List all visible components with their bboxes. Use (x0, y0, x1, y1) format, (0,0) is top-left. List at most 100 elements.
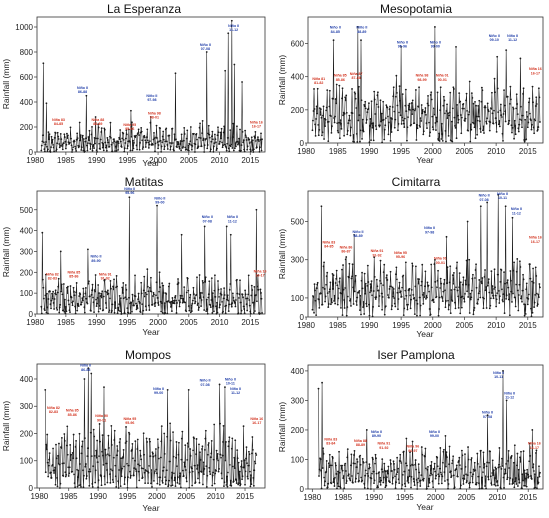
data-point (343, 299, 346, 301)
data-point (114, 475, 117, 478)
data-point (165, 479, 168, 482)
data-point (475, 115, 478, 118)
data-point (239, 301, 242, 304)
data-point (421, 293, 424, 296)
data-point (137, 298, 139, 301)
data-point (443, 99, 446, 102)
data-point (200, 471, 203, 473)
chart-title: Cimitarra (392, 175, 441, 189)
data-point (342, 475, 345, 477)
data-point (445, 110, 448, 112)
data-point (140, 292, 143, 295)
data-point (323, 138, 325, 140)
data-point (339, 119, 342, 122)
annotation-line: Niño II (397, 41, 408, 45)
annotation-line: Niña 16 (254, 269, 267, 273)
data-point (438, 132, 441, 135)
data-point (319, 292, 322, 295)
data-point (193, 437, 195, 440)
data-point (405, 437, 408, 440)
data-point (406, 139, 408, 142)
data-point (196, 138, 198, 141)
data-point (488, 461, 491, 464)
data-point (437, 482, 440, 485)
data-point (106, 481, 109, 484)
data-point (360, 99, 363, 102)
data-point (477, 475, 480, 478)
data-point (236, 292, 239, 295)
data-point (316, 112, 319, 115)
plot-frame (36, 16, 266, 153)
data-point (490, 483, 493, 486)
data-point (149, 455, 152, 458)
data-point (176, 465, 178, 468)
enso-annotation: Niña 85 85-86 (334, 74, 347, 82)
data-point (366, 472, 369, 475)
data-point (343, 464, 346, 466)
annotation-line: Niño II (497, 192, 508, 196)
data-point (97, 284, 100, 286)
data-point (341, 464, 344, 467)
data-point (487, 278, 490, 281)
annotation-line: 07-08 (483, 415, 492, 419)
data-point (423, 285, 426, 288)
data-point (55, 457, 58, 460)
data-point (335, 473, 338, 475)
data-point (236, 278, 238, 281)
data-point (97, 126, 100, 129)
data-point (214, 472, 217, 475)
data-point (49, 303, 52, 306)
data-point (57, 135, 60, 138)
data-point (359, 454, 362, 457)
data-point (47, 131, 50, 134)
data-point (336, 482, 339, 485)
data-point (222, 297, 225, 300)
annotation-line: Niña 16 (250, 120, 263, 124)
data-point (446, 266, 449, 269)
data-point (398, 85, 401, 88)
data-point (224, 312, 227, 315)
data-point (380, 479, 383, 482)
data-point (83, 378, 86, 380)
data-point (399, 460, 402, 463)
data-point (345, 111, 348, 114)
data-point (435, 129, 437, 131)
data-point (349, 479, 352, 482)
data-point (231, 147, 234, 149)
data-point (325, 460, 328, 462)
data-point (234, 439, 237, 442)
data-point (219, 453, 222, 456)
data-point (71, 301, 73, 304)
data-point (457, 306, 460, 309)
data-point (233, 456, 236, 459)
data-point (46, 150, 49, 153)
data-point (515, 483, 518, 485)
data-point (353, 140, 356, 143)
data-point (55, 443, 57, 446)
data-point (253, 310, 256, 312)
data-point (447, 487, 449, 490)
data-point (110, 311, 113, 314)
data-point (523, 139, 525, 141)
data-point (138, 479, 141, 482)
data-point (154, 454, 157, 457)
data-point (376, 285, 379, 288)
data-point (391, 305, 394, 307)
data-point (488, 129, 491, 132)
data-point (208, 466, 211, 469)
data-point (101, 290, 104, 293)
data-point (460, 306, 463, 309)
data-point (114, 307, 117, 310)
data-point (467, 129, 470, 132)
data-point (103, 386, 105, 389)
data-point (416, 302, 419, 305)
data-point (407, 104, 410, 107)
data-point (140, 458, 143, 461)
data-point (96, 461, 99, 464)
data-point (527, 475, 530, 478)
data-point (50, 477, 53, 479)
data-point (486, 201, 489, 204)
data-point (484, 485, 486, 487)
data-point (157, 144, 160, 146)
